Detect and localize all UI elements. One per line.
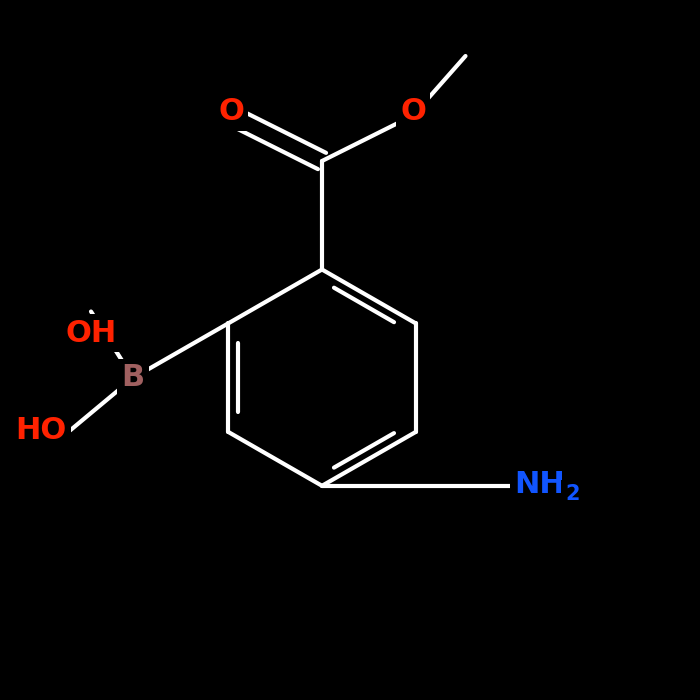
- Text: O: O: [218, 97, 244, 127]
- Text: OH: OH: [65, 318, 117, 347]
- Text: O: O: [400, 97, 426, 127]
- Text: 2: 2: [565, 484, 580, 504]
- Text: HO: HO: [15, 416, 66, 445]
- Text: B: B: [121, 363, 145, 393]
- Text: NH: NH: [514, 470, 566, 499]
